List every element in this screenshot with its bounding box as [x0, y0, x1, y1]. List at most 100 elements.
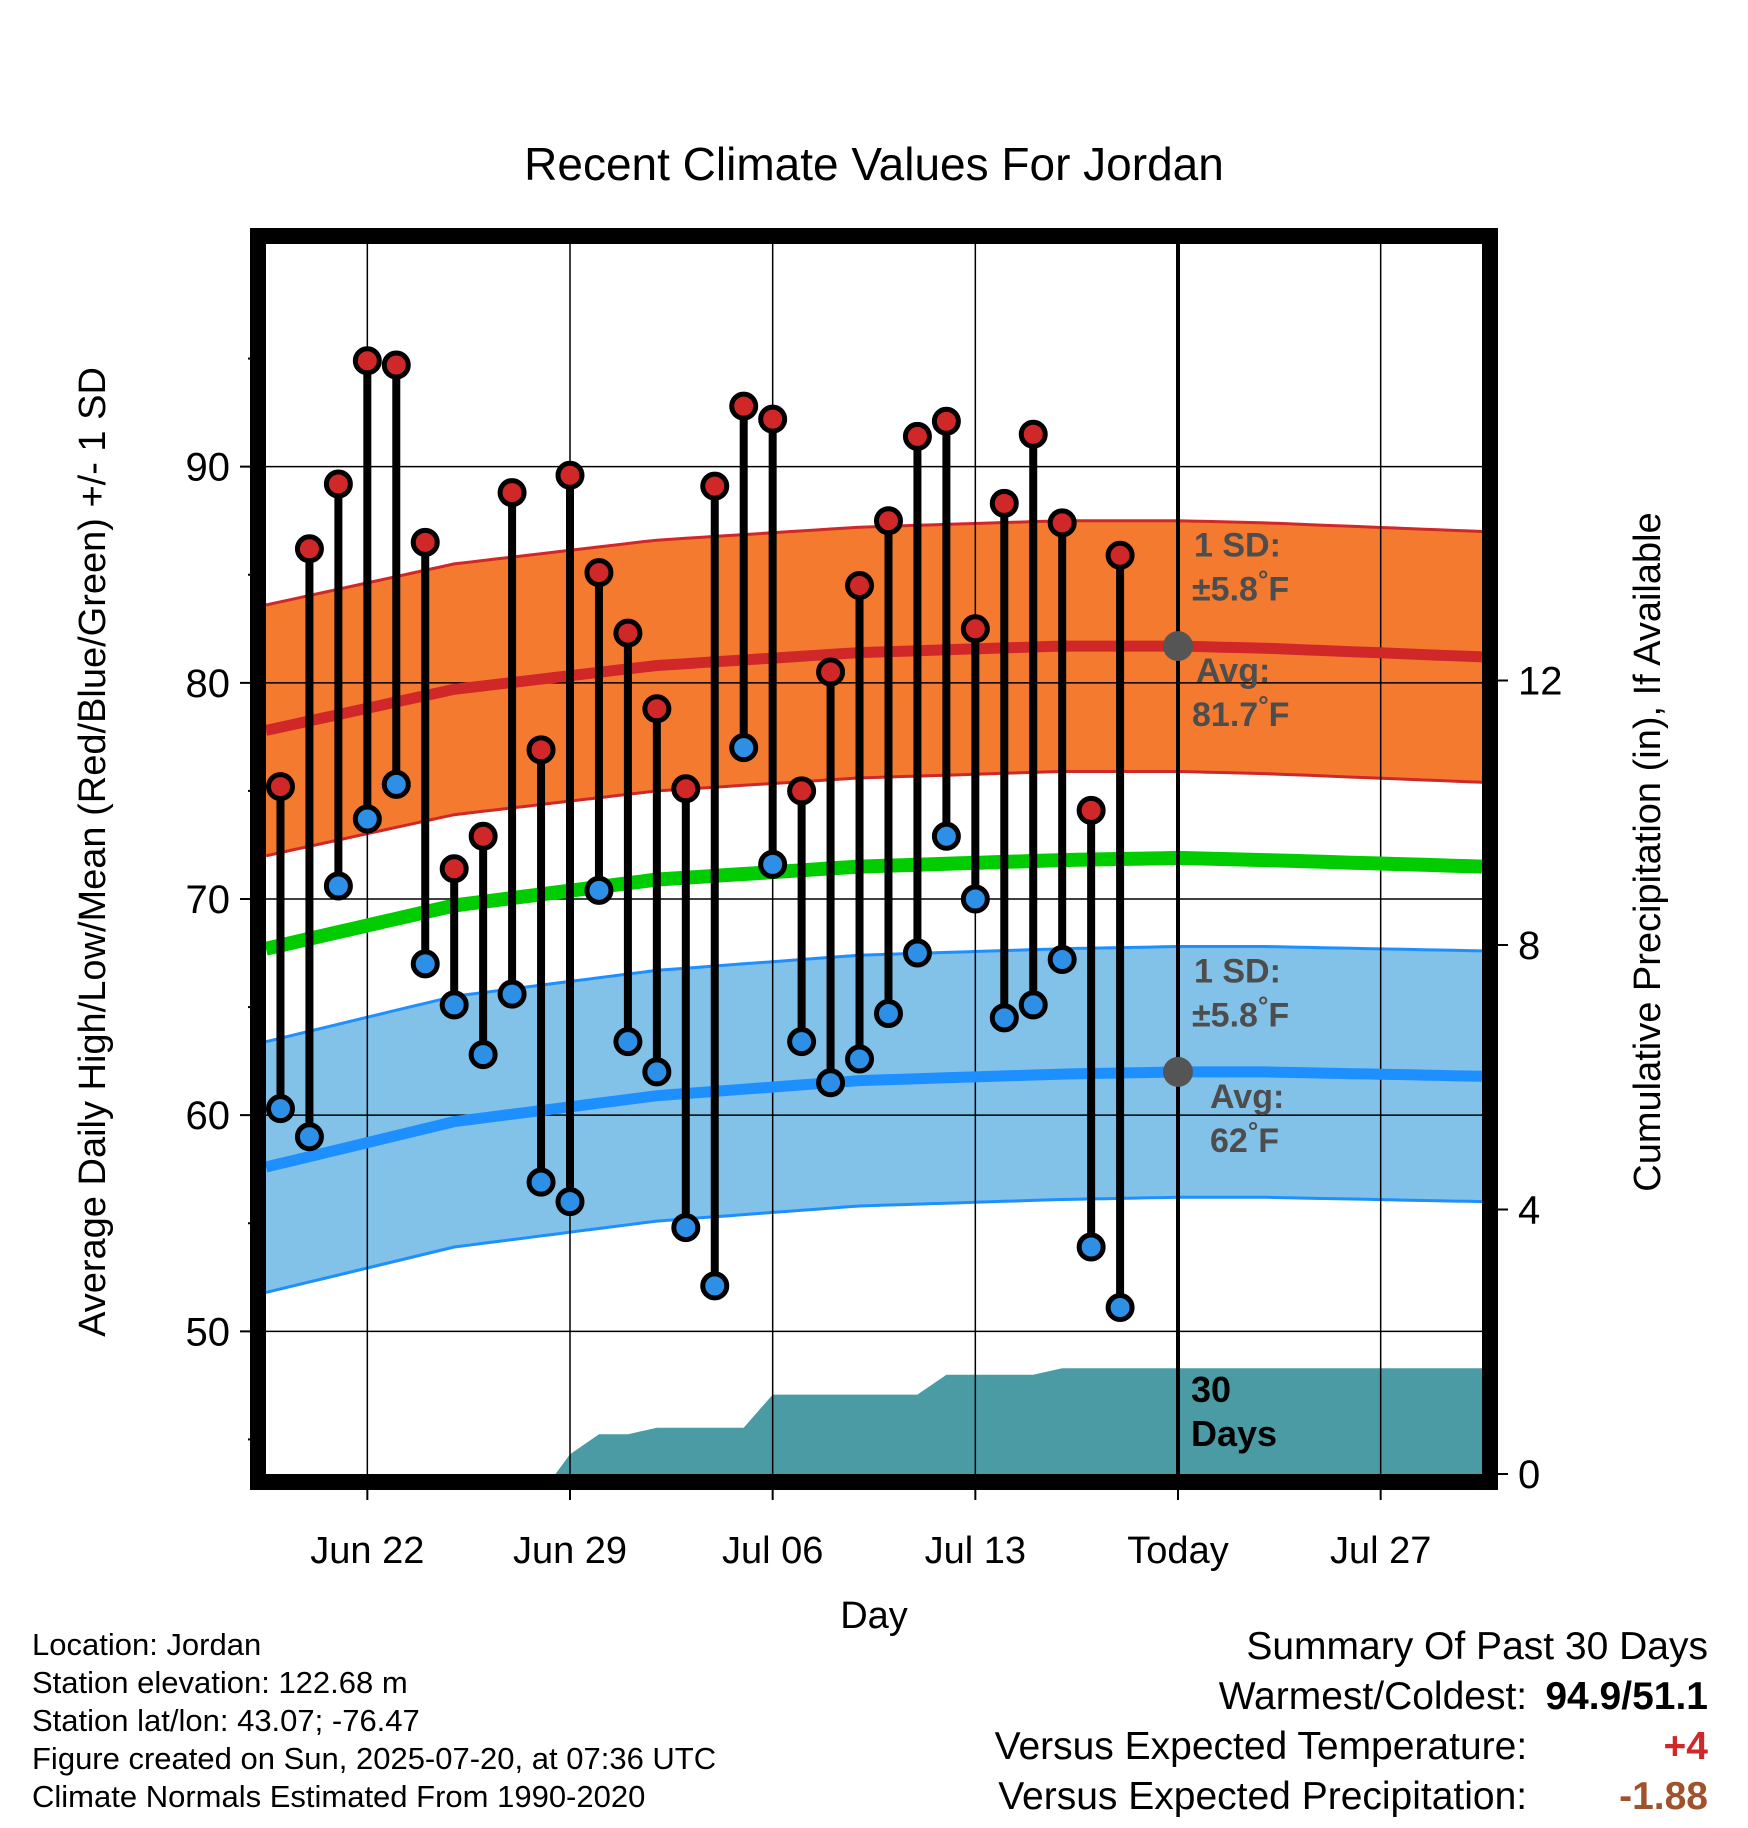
y-tick-label: 70 [186, 878, 231, 922]
daily-low-point [584, 875, 614, 905]
precip-label: Versus Expected Precipitation: [998, 1775, 1528, 1818]
daily-low-point [729, 733, 759, 763]
daily-high-point [931, 406, 961, 436]
daily-low-point [989, 1003, 1019, 1033]
daily-high-point [1018, 419, 1048, 449]
summary-precip: Versus Expected Precipitation: -1.88 [995, 1772, 1708, 1822]
footer-info: Location: Jordan Station elevation: 122.… [32, 1626, 716, 1816]
daily-low-point [352, 804, 382, 834]
warm-cold-label: Warmest/Coldest: [1218, 1675, 1528, 1718]
normal-lines [264, 640, 1483, 1173]
daily-high-point [671, 774, 701, 804]
low-sd-value: ±5.8°F [1192, 991, 1289, 1035]
high-sd-value: ±5.8°F [1192, 565, 1289, 609]
daily-high-point [323, 469, 353, 499]
low-avg-label: Avg: [1210, 1078, 1284, 1116]
precipitation-area [555, 1368, 1482, 1474]
today-days-word: Days [1191, 1413, 1277, 1454]
daily-low-point [410, 949, 440, 979]
footer-latlon: Station lat/lon: 43.07; -76.47 [32, 1703, 420, 1738]
daily-low-point [1047, 945, 1077, 975]
normal-low-line [264, 1066, 1483, 1173]
daily-low-point [960, 884, 990, 914]
daily-high-point [642, 694, 672, 724]
daily-low-point [381, 769, 411, 799]
daily-high-point [265, 772, 295, 802]
precipitation-fill [555, 1368, 1482, 1474]
daily-high-point [468, 821, 498, 851]
y-axis-label: Average Daily High/Low/Mean (Red/Blue/Gr… [72, 367, 114, 1337]
daily-low-point [700, 1271, 730, 1301]
low-avg-value: 62°F [1210, 1116, 1279, 1160]
axes: Jun 22 Jun 29 Jul 06 Jul 13 Today Jul 27 50 60 7… [186, 357, 1563, 1572]
daily-low-point [671, 1213, 701, 1243]
daily-high-point [873, 506, 903, 536]
daily-high-point [555, 460, 585, 490]
daily-low-point [294, 1122, 324, 1152]
x-axis-label: Day [840, 1595, 908, 1637]
y2-axis-label: Cumulative Precipitation (in), If Availa… [1627, 512, 1669, 1191]
x-tick-label: Jul 06 [722, 1530, 823, 1572]
daily-high-point [989, 488, 1019, 518]
daily-low-point [816, 1068, 846, 1098]
y-tick-label: 60 [186, 1094, 231, 1138]
daily-low-point [873, 999, 903, 1029]
daily-high-point [613, 618, 643, 648]
warm-cold-value: 94.9/51.1 [1545, 1675, 1708, 1718]
normal-mean-line [264, 850, 1483, 956]
today-days-count: 30 [1191, 1369, 1231, 1410]
daily-high-point [381, 350, 411, 380]
daily-high-point [758, 404, 788, 434]
daily-low-point [439, 990, 469, 1020]
daily-low-point [902, 938, 932, 968]
daily-high-point [439, 854, 469, 884]
low-sd-band-upper-edge [265, 945, 1483, 1044]
footer-location: Location: Jordan [32, 1627, 262, 1662]
daily-low-point [642, 1057, 672, 1087]
daily-high-point [584, 558, 614, 588]
x-tick-label: Jul 27 [1330, 1530, 1431, 1572]
high-avg-value: 81.7°F [1192, 690, 1289, 734]
daily-high-point [1076, 795, 1106, 825]
daily-high-point [700, 471, 730, 501]
y2-tick-label: 4 [1518, 1188, 1540, 1232]
high-sd-band-upper-edge [265, 519, 1483, 607]
daily-high-point [902, 421, 932, 451]
daily-high-point [1047, 508, 1077, 538]
high-sd-label: 1 SD: [1194, 527, 1281, 565]
daily-low-point [845, 1044, 875, 1074]
x-tick-label: Jun 29 [513, 1530, 627, 1572]
daily-range-bars [265, 346, 1135, 1323]
precip-value: -1.88 [1619, 1775, 1708, 1818]
today-normal-low-dot [1163, 1056, 1193, 1087]
daily-low-point [613, 1027, 643, 1057]
daily-high-point [816, 657, 846, 687]
daily-high-point [1105, 540, 1135, 570]
daily-high-point [526, 735, 556, 765]
x-tick-label: Jul 13 [925, 1530, 1026, 1572]
daily-low-point [497, 979, 527, 1009]
high-avg-label: Avg: [1196, 652, 1270, 690]
low-sd-band-lower-edge [265, 1195, 1483, 1294]
y-tick-label: 90 [186, 446, 231, 490]
daily-low-point [931, 821, 961, 851]
chart-title: Recent Climate Values For Jordan [524, 138, 1224, 190]
daily-low-point [1076, 1232, 1106, 1262]
daily-low-point [323, 871, 353, 901]
x-tick-label: Today [1127, 1530, 1228, 1572]
daily-high-point [497, 478, 527, 508]
daily-low-point [787, 1027, 817, 1057]
high-sd-band-lower-edge [265, 770, 1483, 858]
y2-tick-label: 8 [1518, 924, 1540, 968]
summary-panel: Summary Of Past 30 Days Warmest/Coldest:… [995, 1622, 1708, 1822]
daily-low-point [555, 1187, 585, 1217]
daily-low-point [758, 849, 788, 879]
daily-low-point [526, 1167, 556, 1197]
normal-high-line [264, 640, 1483, 736]
temp-value: +4 [1663, 1725, 1708, 1768]
summary-temp: Versus Expected Temperature: +4 [995, 1722, 1708, 1772]
summary-heading: Summary Of Past 30 Days [1246, 1625, 1708, 1668]
summary-warm-cold: Warmest/Coldest: 94.9/51.1 [995, 1672, 1708, 1722]
